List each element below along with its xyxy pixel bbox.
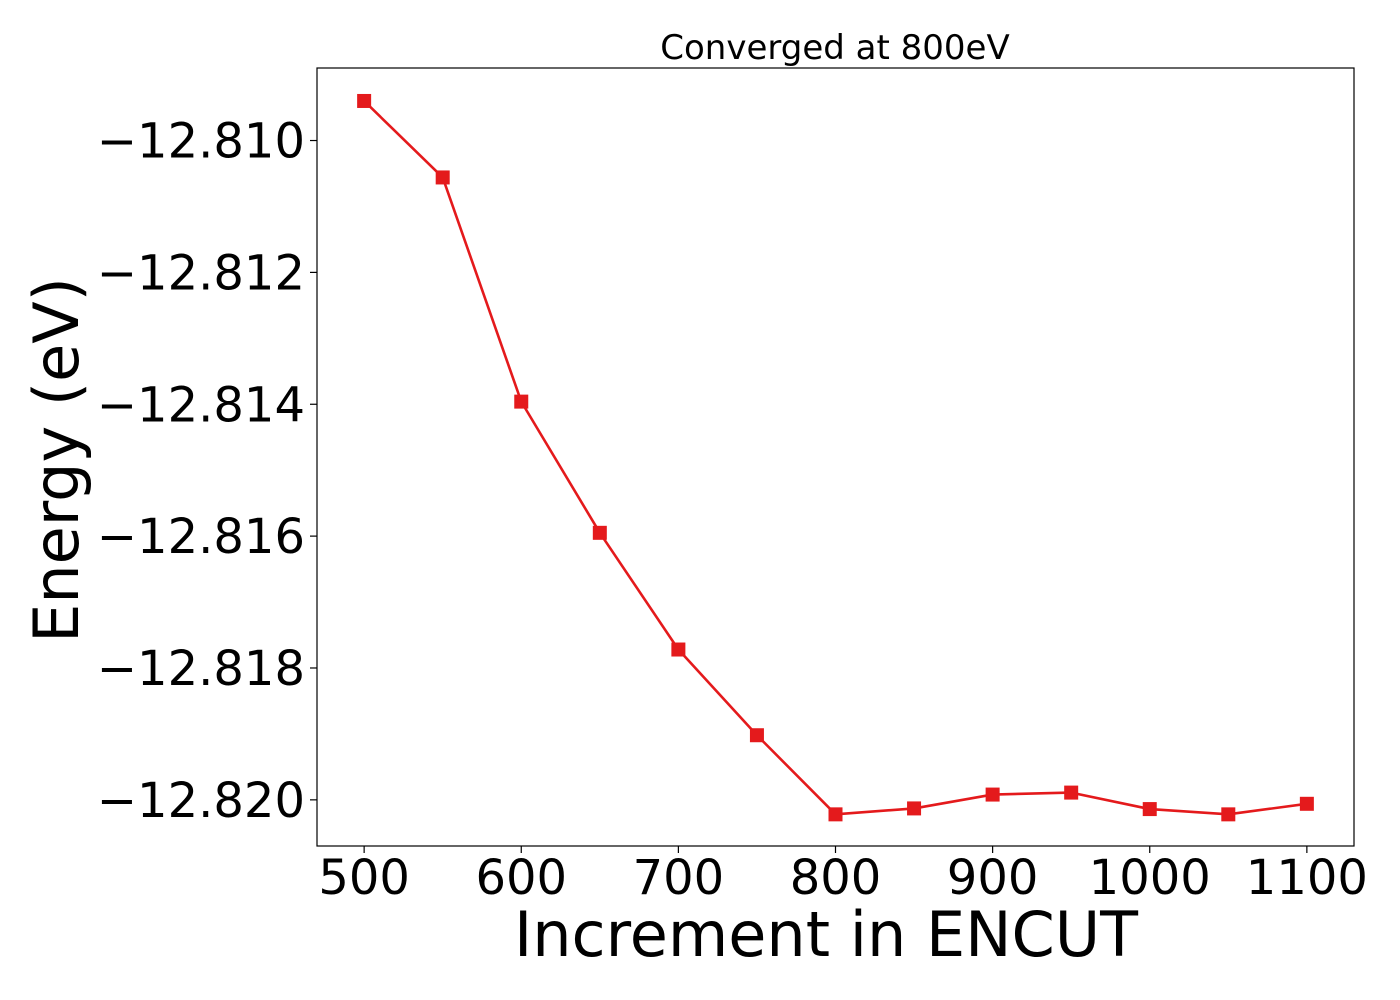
data-point-marker [514, 394, 529, 409]
data-point-marker [749, 728, 764, 743]
data-point-marker [1142, 802, 1157, 817]
data-point-marker [907, 801, 922, 816]
x-tick-label: 500 [318, 850, 410, 906]
x-tick-label: 900 [947, 850, 1039, 906]
y-axis: −12.810 −12.812 −12.814 −12.816 −12.818 −12.8… [97, 114, 317, 829]
x-tick-label: 600 [475, 850, 567, 906]
y-tick-label: −12.814 [97, 377, 305, 433]
data-point-marker [592, 525, 607, 540]
chart-title: Converged at 800eV [660, 28, 1009, 68]
y-tick-label: −12.818 [97, 641, 305, 697]
data-point-marker [357, 93, 372, 108]
data-point-marker [985, 787, 1000, 802]
y-tick-label: −12.812 [97, 245, 305, 301]
x-tick-label: 700 [633, 850, 725, 906]
y-axis-label: Energy (eV) [20, 277, 93, 643]
data-point-marker [1221, 807, 1236, 822]
data-point-marker [671, 642, 686, 657]
y-tick-label: −12.810 [97, 114, 305, 170]
data-point-marker [1299, 796, 1314, 811]
x-tick-label: 800 [790, 850, 882, 906]
data-point-marker [435, 170, 450, 185]
x-tick-label: 1100 [1246, 850, 1368, 906]
y-tick-label: −12.820 [97, 773, 305, 829]
y-tick-label: −12.816 [97, 509, 305, 565]
x-axis-label: Increment in ENCUT [514, 898, 1139, 971]
series-layer [357, 93, 1314, 822]
x-axis: 500 600 700 800 900 1000 1100 [318, 846, 1368, 906]
x-tick-label: 1000 [1089, 850, 1211, 906]
data-point-marker [828, 807, 843, 822]
plot-area [316, 67, 1355, 847]
data-point-marker [1064, 785, 1079, 800]
